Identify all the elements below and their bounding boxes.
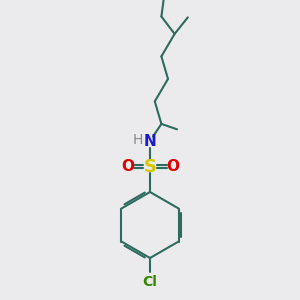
Text: O: O — [166, 159, 179, 174]
Text: S: S — [143, 158, 157, 175]
Text: O: O — [121, 159, 134, 174]
Text: H: H — [132, 134, 142, 147]
Text: N: N — [144, 134, 156, 149]
Text: Cl: Cl — [142, 274, 158, 289]
